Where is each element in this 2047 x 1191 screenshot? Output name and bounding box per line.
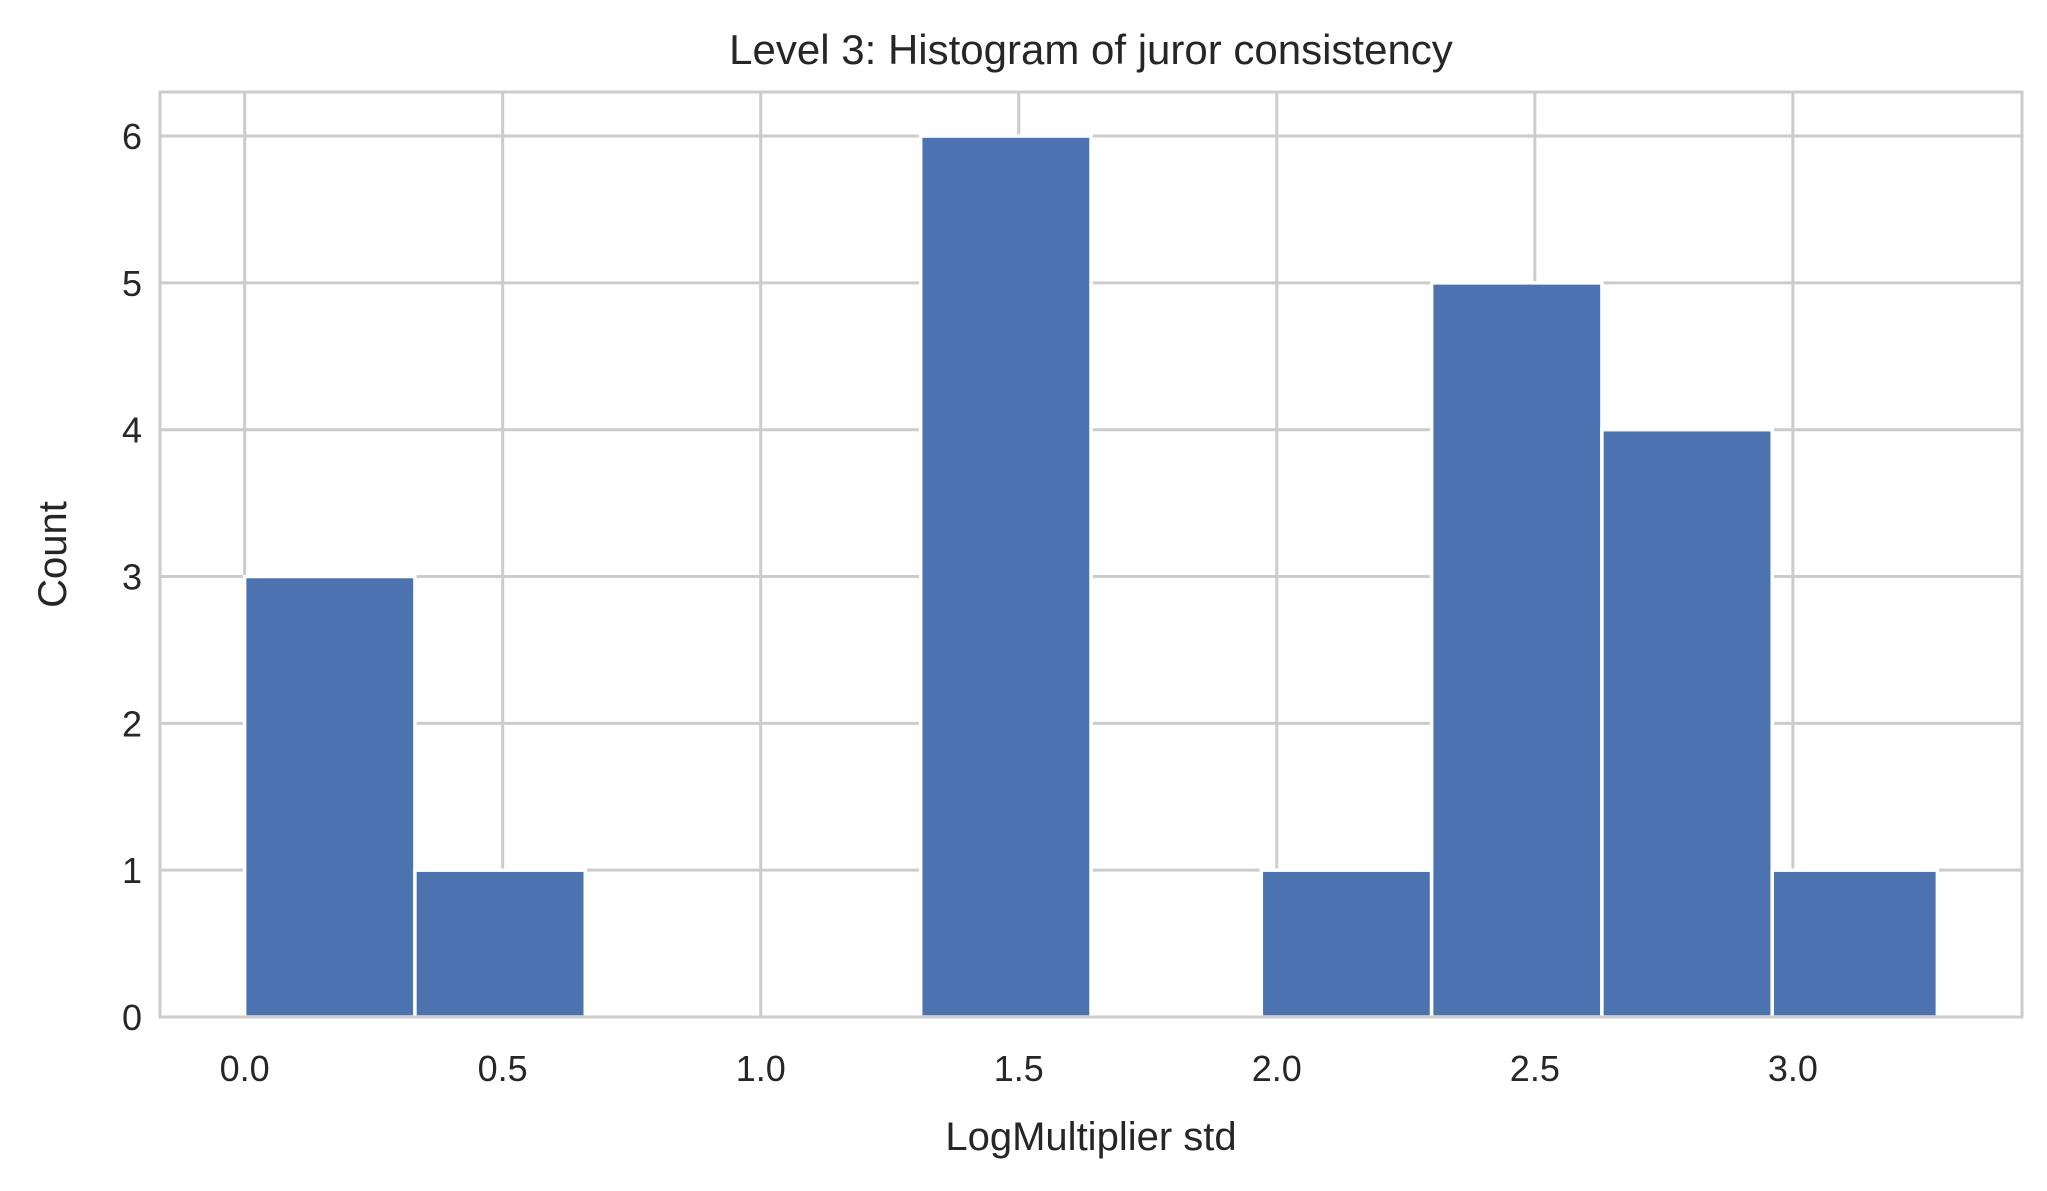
histogram-bars [242,134,1940,1019]
y-tick-label: 3 [122,557,142,598]
histogram-bar [1600,427,1774,1019]
x-tick-label: 2.5 [1510,1048,1560,1089]
x-tick-label: 3.0 [1768,1048,1818,1089]
x-tick-label: 1.0 [736,1048,786,1089]
x-tick-label: 0.0 [220,1048,270,1089]
y-axis-label: Count [31,501,75,608]
x-tick-label: 1.5 [994,1048,1044,1089]
y-tick-label: 1 [122,850,142,891]
histogram-bar [1429,281,1604,1019]
histogram-bar [413,868,587,1019]
y-tick-label: 5 [122,263,142,304]
y-tick-label: 6 [122,116,142,157]
y-tick-labels: 0 1 2 3 4 5 6 [122,116,142,1038]
chart-title: Level 3: Histogram of juror consistency [729,26,1453,73]
x-axis-label: LogMultiplier std [945,1115,1236,1159]
y-tick-label: 0 [122,997,142,1038]
x-tick-label: 2.0 [1252,1048,1302,1089]
y-tick-label: 4 [122,410,142,451]
x-tick-labels: 0.0 0.5 1.0 1.5 2.0 2.5 3.0 [220,1048,1818,1089]
histogram-bar [1259,868,1434,1019]
plot-frame [158,90,2024,1019]
x-tick-label: 0.5 [478,1048,528,1089]
y-tick-label: 2 [122,703,142,744]
histogram-bar [1770,868,1940,1019]
histogram-bar [918,134,1093,1019]
histogram-bar [242,574,417,1019]
